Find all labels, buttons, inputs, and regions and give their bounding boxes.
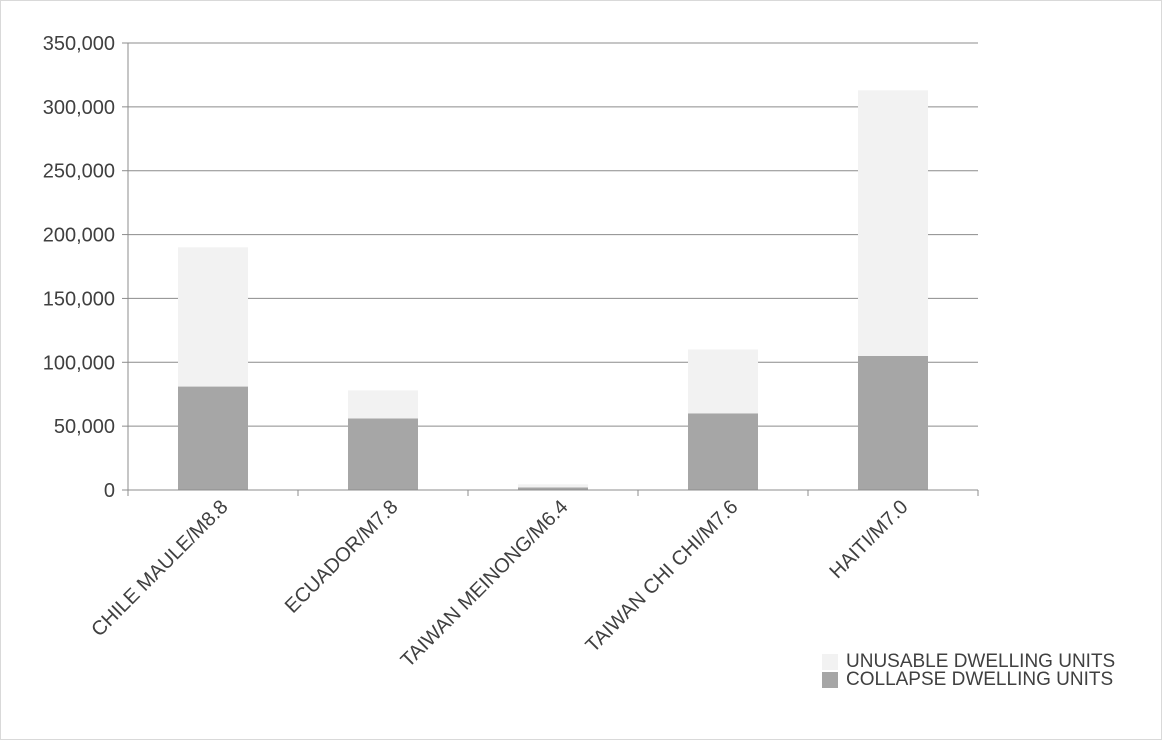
bar-collapse-3	[688, 413, 758, 490]
legend-item-collapse: COLLAPSE DWELLING UNITS	[822, 669, 1113, 691]
bar-unusable-0	[178, 247, 248, 387]
legend-swatch-unusable	[822, 654, 838, 670]
bar-unusable-1	[348, 390, 418, 419]
y-tick-label-2: 100,000	[43, 352, 115, 374]
legend-swatch-collapse	[822, 672, 838, 688]
legend-label-collapse: COLLAPSE DWELLING UNITS	[846, 669, 1114, 690]
y-tick-label-1: 50,000	[54, 416, 115, 438]
bar-collapse-1	[348, 418, 418, 490]
bar-collapse-2	[518, 487, 588, 490]
y-tick-label-6: 300,000	[43, 97, 115, 119]
x-tick-label-0: CHILE MAULE/M8.8	[87, 496, 232, 641]
y-tick-label-5: 250,000	[43, 161, 115, 183]
y-tick-label-7: 350,000	[43, 33, 115, 55]
bar-collapse-4	[858, 355, 928, 490]
x-tick-label-3: TAIWAN CHI CHI/M7.6	[582, 496, 743, 657]
legend-item-unusable: UNUSABLE DWELLING UNITS	[822, 651, 1115, 673]
y-tick-label-0: 0	[104, 480, 115, 502]
bar-unusable-4	[858, 90, 928, 356]
bar-collapse-0	[178, 386, 248, 490]
y-tick-label-3: 150,000	[43, 288, 115, 310]
bar-unusable-2	[518, 484, 588, 488]
y-tick-label-4: 200,000	[43, 225, 115, 247]
bar-unusable-3	[688, 349, 758, 414]
x-tick-label-1: ECUADOR/M7.8	[281, 496, 403, 618]
legend-label-unusable: UNUSABLE DWELLING UNITS	[846, 651, 1116, 672]
x-tick-label-2: TAIWAN MEINONG/M6.4	[397, 496, 573, 672]
x-tick-label-4: HAITI/M7.0	[825, 496, 912, 583]
